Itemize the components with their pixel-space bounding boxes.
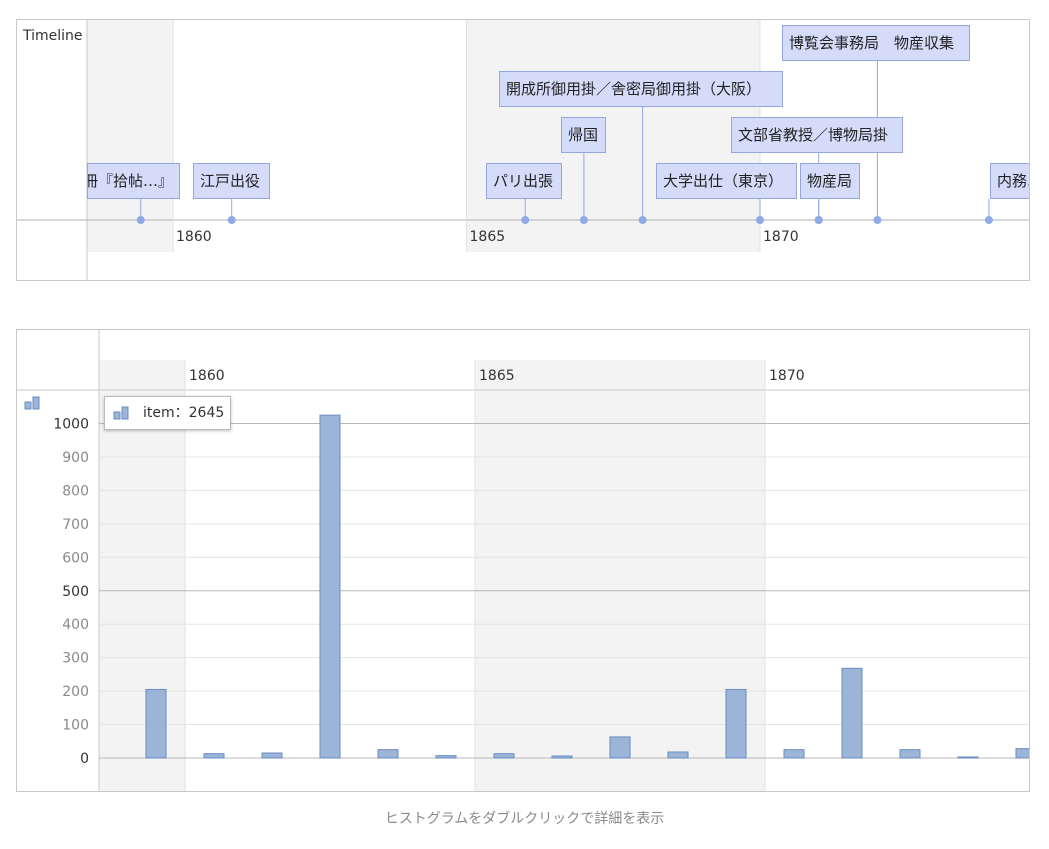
event-dot[interactable] [756, 216, 764, 224]
event-dot[interactable] [136, 216, 145, 224]
histogram-bar[interactable] [319, 414, 341, 759]
event-dot[interactable] [814, 216, 823, 224]
timeline-event[interactable]: 大学出仕（東京） [656, 163, 797, 199]
histogram-bar[interactable] [609, 736, 631, 759]
y-tick-label: 900 [62, 450, 89, 466]
event-dot[interactable] [984, 216, 993, 224]
timeline-year-tick: 1870 [763, 229, 799, 245]
histogram-bar[interactable] [261, 752, 283, 759]
y-tick-label: 600 [62, 550, 89, 566]
event-dot[interactable] [873, 216, 882, 224]
event-dot[interactable] [521, 216, 530, 224]
histogram-band [475, 360, 765, 791]
timeline-event[interactable]: 内務… [990, 163, 1029, 199]
y-tick-label: 800 [62, 483, 89, 499]
timeline-year-tick: 1860 [176, 229, 212, 245]
y-tick-label: 300 [62, 651, 89, 667]
histogram-bar[interactable] [493, 753, 515, 759]
bar-chart-legend-icon[interactable] [24, 396, 40, 410]
histogram-chart[interactable]: 1860 1865 1870 0 100 200 300 400 500 600 700 800 900… [17, 330, 1030, 792]
tooltip-value: 2645 [188, 405, 225, 421]
timeline-event[interactable]: パリ出張 [486, 163, 562, 199]
timeline-year-tick: 1865 [470, 229, 506, 245]
y-tick-label: 100 [62, 718, 89, 734]
timeline-label: Timeline [23, 28, 83, 44]
y-tick-label: 400 [62, 617, 89, 633]
x-tick-label: 1865 [479, 368, 515, 384]
histogram-tooltip: item：2645 [104, 396, 232, 430]
histogram-bar[interactable] [841, 667, 863, 759]
timeline-event[interactable]: 江戸出役 [193, 163, 270, 199]
timeline-canvas[interactable]: 1860 1865 1870 [17, 20, 1030, 281]
event-dot[interactable] [638, 216, 647, 224]
histogram-bar[interactable] [145, 688, 167, 759]
footer-hint: ヒストグラムをダブルクリックで詳細を表示 [384, 811, 665, 827]
timeline-panel[interactable]: 1860 1865 1870 Timeline 『…拾帖』第1冊江戸出役 パリ出張 帰国… [16, 19, 1030, 281]
histogram-bar[interactable] [1015, 748, 1030, 759]
y-tick-label: 1000 [53, 417, 89, 433]
timeline-event[interactable]: 博覧会事務局 物産収集 [782, 25, 970, 61]
histogram-bar[interactable] [725, 688, 747, 759]
x-tick-label: 1860 [189, 368, 225, 384]
histogram-band [99, 360, 185, 791]
timeline-band [87, 20, 173, 252]
histogram-bar[interactable] [899, 749, 921, 759]
timeline-event[interactable]: 開成所御用掛／舎密局御用掛（大阪） [499, 71, 783, 107]
histogram-bar[interactable] [377, 749, 399, 759]
bar-chart-icon [113, 406, 129, 420]
histogram-bar[interactable] [957, 756, 979, 759]
histogram-bar[interactable] [435, 755, 457, 759]
x-tick-label: 1870 [769, 368, 805, 384]
y-tick-label: 0 [80, 751, 89, 767]
timeline-event[interactable]: 物産局 [800, 163, 860, 199]
y-tick-label: 200 [62, 684, 89, 700]
histogram-bar[interactable] [783, 749, 805, 759]
timeline-band [466, 20, 760, 252]
histogram-bar[interactable] [667, 751, 689, 759]
y-tick-label: 700 [62, 517, 89, 533]
histogram-bar[interactable] [203, 753, 225, 759]
y-tick-label: 500 [62, 584, 89, 600]
timeline-event[interactable]: 帰国 [561, 117, 606, 153]
histogram-bar[interactable] [551, 755, 573, 759]
tooltip-series-name: item [143, 405, 175, 421]
timeline-event[interactable]: 文部省教授／博物局掛 [731, 117, 903, 153]
histogram-panel[interactable]: 1860 1865 1870 0 100 200 300 400 500 600 700 800 900… [16, 329, 1030, 792]
event-dot[interactable] [579, 216, 588, 224]
tooltip-separator: ： [174, 405, 189, 421]
event-dot[interactable] [227, 216, 236, 224]
timeline-event[interactable]: 『…拾帖』第1冊 [87, 163, 180, 199]
